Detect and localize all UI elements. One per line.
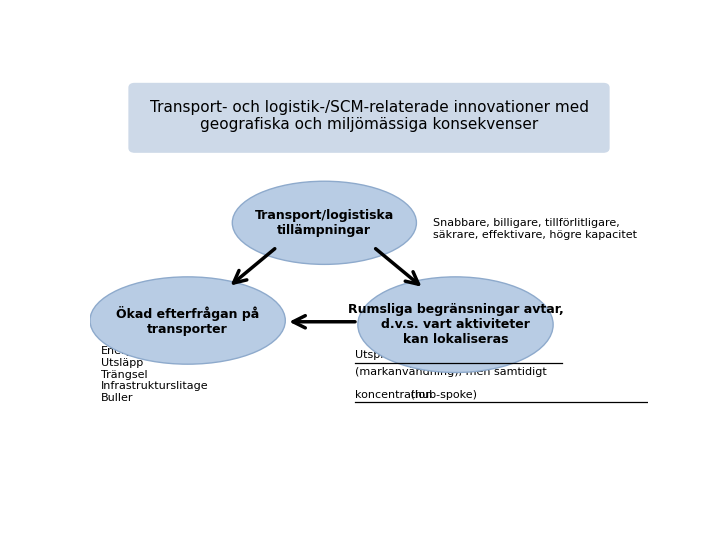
Text: koncentration: koncentration	[355, 389, 433, 400]
Text: Utspridd: Utspridd	[355, 350, 402, 360]
Text: resursanvändning: resursanvändning	[387, 350, 492, 360]
Text: Snabbare, billigare, tillförlitligare,
säkrare, effektivare, högre kapacitet: Snabbare, billigare, tillförlitligare, s…	[433, 218, 637, 240]
FancyBboxPatch shape	[129, 84, 609, 152]
Text: (markanvändning), men samtidigt: (markanvändning), men samtidigt	[355, 367, 546, 377]
Text: Energikonsumtion
Utsläpp
Trängsel
Infrastrukturslitage
Buller: Energikonsumtion Utsläpp Trängsel Infras…	[101, 346, 209, 403]
Ellipse shape	[233, 181, 416, 265]
Ellipse shape	[358, 277, 553, 373]
Text: Transport- och logistik-/SCM-relaterade innovationer med
geografiska och miljömä: Transport- och logistik-/SCM-relaterade …	[150, 100, 588, 132]
Text: Transport/logistiska
tillämpningar: Transport/logistiska tillämpningar	[255, 209, 394, 237]
Text: Rumsliga begränsningar avtar,
d.v.s. vart aktiviteter
kan lokaliseras: Rumsliga begränsningar avtar, d.v.s. var…	[348, 303, 563, 346]
Text: (hub-spoke): (hub-spoke)	[407, 389, 477, 400]
Ellipse shape	[90, 277, 285, 364]
Text: Ökad efterfrågan på
transporter: Ökad efterfrågan på transporter	[116, 306, 259, 335]
